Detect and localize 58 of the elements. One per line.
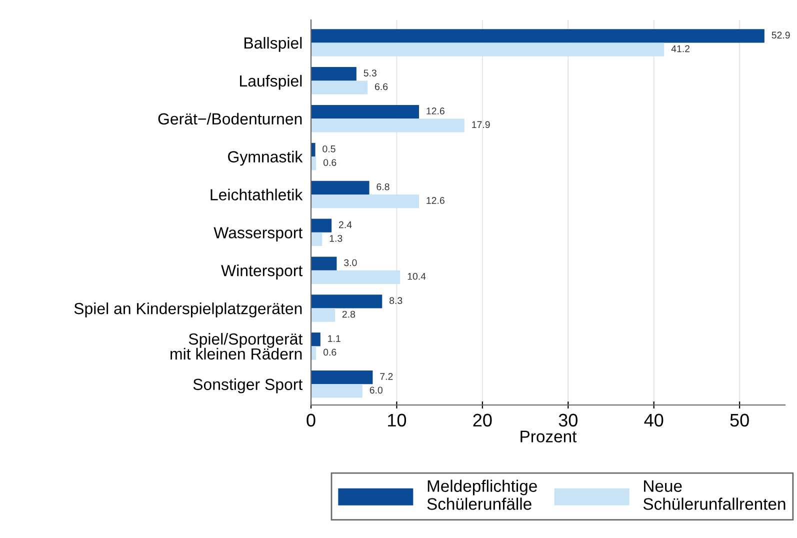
data-label: 1.3 xyxy=(330,234,342,242)
y-tick-label: Leichtathletik xyxy=(210,188,303,200)
x-tick-label: 40 xyxy=(644,414,664,427)
data-label: 6.0 xyxy=(370,386,383,394)
legend-label: Neue Schülerunfallrenten xyxy=(643,480,786,510)
y-tick-label: Spiel an Kinderspielplatzgeräten xyxy=(74,302,302,318)
bar xyxy=(311,194,419,208)
bar xyxy=(311,142,316,157)
bar xyxy=(311,270,400,284)
bar xyxy=(311,256,337,270)
data-label: 2.4 xyxy=(339,221,352,228)
y-tick-label: Sonstiger Sport xyxy=(193,378,303,394)
y-tick-label: Gymnastik xyxy=(228,150,303,166)
bar xyxy=(311,80,368,94)
data-label: 8.3 xyxy=(390,297,402,304)
data-label: 0.5 xyxy=(322,145,336,152)
data-label: 12.6 xyxy=(426,108,444,114)
data-label: 6.6 xyxy=(375,83,388,90)
y-tick-label: Ballspiel xyxy=(244,36,302,52)
bar xyxy=(311,370,373,384)
data-label: 0.6 xyxy=(323,348,336,356)
data-label: 2.8 xyxy=(342,310,356,318)
bar xyxy=(311,232,322,246)
x-tick-label: 50 xyxy=(730,414,749,427)
y-tick-label: Wintersport xyxy=(221,264,303,280)
bar xyxy=(311,332,320,346)
x-tick-label: 20 xyxy=(473,414,492,427)
data-label: 10.4 xyxy=(408,272,426,280)
data-label: 12.6 xyxy=(426,197,444,204)
bar xyxy=(311,346,316,360)
bar xyxy=(311,118,464,132)
data-label: 6.8 xyxy=(376,183,390,190)
y-tick-label: Gerät−/Bodenturnen xyxy=(158,112,302,125)
bar xyxy=(311,104,419,119)
bar xyxy=(311,308,335,322)
data-label: 1.1 xyxy=(328,335,340,342)
bar xyxy=(311,29,764,43)
x-axis-title: Prozent xyxy=(520,430,577,442)
x-tick-label: 30 xyxy=(558,414,578,427)
bar xyxy=(311,294,382,308)
data-label: 0.6 xyxy=(323,159,336,166)
bar xyxy=(311,67,356,81)
y-tick-label: Spiel/Sportgerät mit kleinen Rädern xyxy=(170,332,303,360)
data-label: 7.2 xyxy=(380,373,393,380)
data-label: 41.2 xyxy=(671,45,690,52)
data-label: 17.9 xyxy=(472,121,490,128)
data-label: 52.9 xyxy=(772,32,790,39)
data-label: 3.0 xyxy=(344,259,357,266)
bar xyxy=(311,180,370,194)
x-tick-label: 10 xyxy=(388,414,406,427)
bar xyxy=(311,384,362,398)
x-tick-label: 0 xyxy=(306,414,316,427)
bar xyxy=(311,42,664,56)
legend-label: Meldepflichtige Schülerunfälle xyxy=(427,480,537,510)
bar xyxy=(311,218,332,232)
y-tick-label: Laufspiel xyxy=(240,74,302,90)
data-label: 5.3 xyxy=(364,70,376,76)
y-tick-label: Wassersport xyxy=(214,227,303,242)
